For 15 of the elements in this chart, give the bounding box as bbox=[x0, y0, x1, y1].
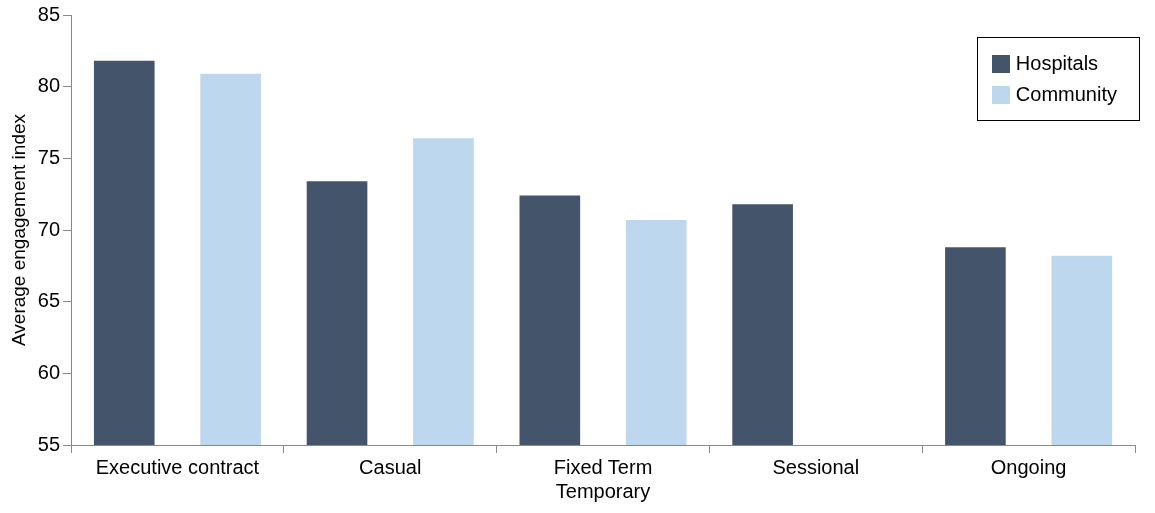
x-tick-label: Executive contract bbox=[95, 455, 260, 478]
x-tick-label: Casual bbox=[359, 455, 422, 478]
y-tick-label: 70 bbox=[37, 217, 61, 240]
x-tick-label: Fixed Term Temporary bbox=[553, 455, 653, 502]
y-axis-title: Average engagement index bbox=[7, 113, 29, 347]
y-tick-label: 75 bbox=[37, 145, 61, 168]
y-tick-label: 80 bbox=[37, 74, 61, 97]
y-tick-label: 65 bbox=[37, 289, 61, 312]
x-tick-label: Ongoing bbox=[990, 455, 1067, 478]
y-tick-label: 85 bbox=[37, 2, 61, 25]
legend-label: Hospitals bbox=[1015, 52, 1099, 75]
x-tick-label: Sessional bbox=[772, 455, 860, 478]
legend-label: Community bbox=[1015, 83, 1117, 106]
y-tick-label: 60 bbox=[37, 360, 61, 383]
y-tick-label: 55 bbox=[37, 432, 61, 455]
